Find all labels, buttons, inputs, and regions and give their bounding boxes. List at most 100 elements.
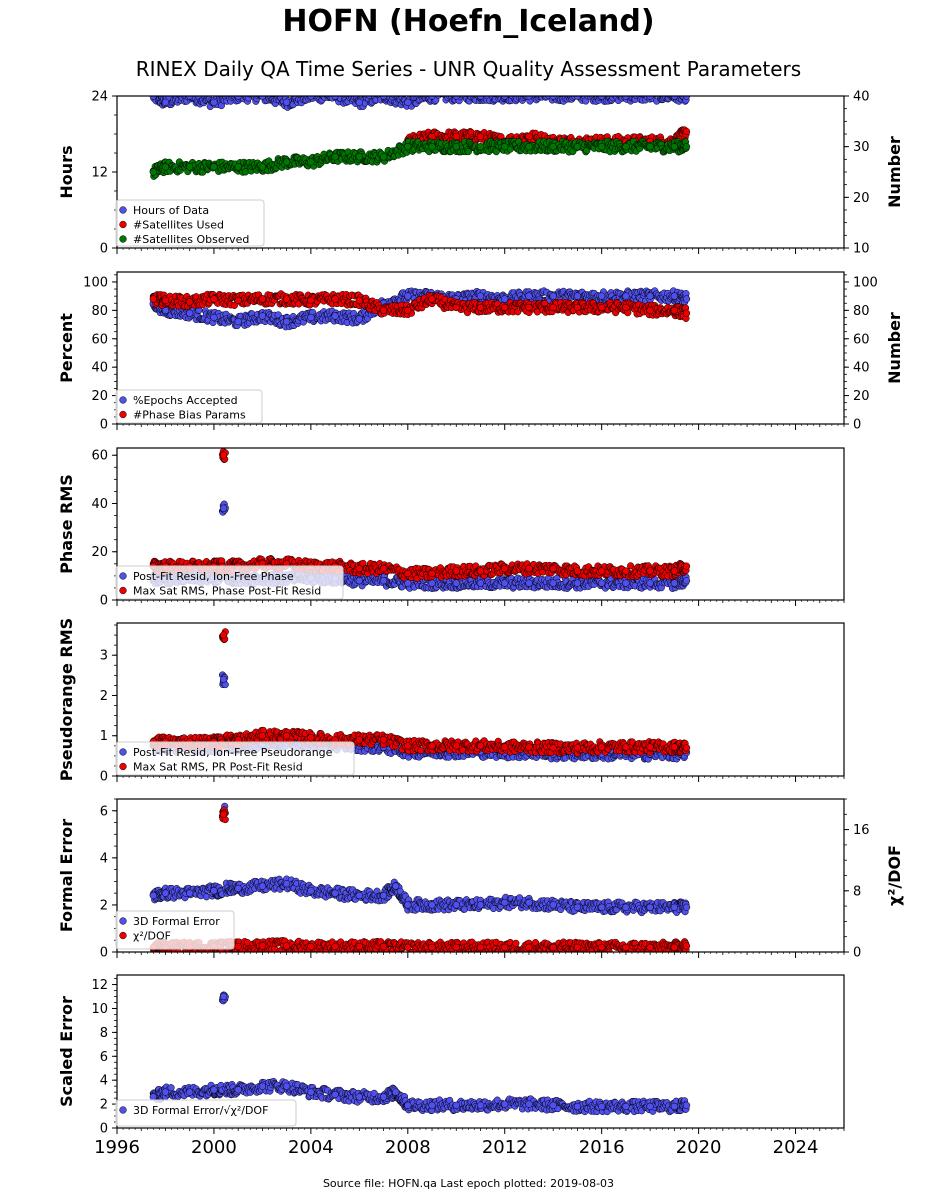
data-point [274,311,282,319]
data-point [646,143,654,151]
data-point [161,163,170,171]
y-tick-label: 80 [91,304,108,319]
data-point [186,96,194,100]
data-point [260,89,267,96]
data-point [517,88,524,95]
data-point [563,89,570,96]
data-point [611,88,618,95]
data-point [598,303,606,312]
y-axis-label: Hours [57,145,76,198]
data-point [355,564,363,573]
data-point [258,312,267,320]
data-point [452,579,460,587]
series-2 [149,448,691,582]
y-tick-label: 100 [83,275,108,290]
y-tick-label: 0 [100,242,108,257]
data-point [476,292,485,300]
data-point [640,96,644,97]
data-point [239,96,243,97]
data-point [452,303,460,312]
legend: %Epochs Accepted#Phase Bias Params [115,389,263,424]
data-point [307,96,315,100]
data-point [282,295,291,303]
data-point [303,96,306,97]
data-point [476,96,485,100]
data-point [621,96,625,97]
legend-marker [119,235,127,243]
data-point [501,303,509,312]
data-point [452,143,460,151]
data-point [258,96,267,100]
data-point [355,296,363,305]
data-point [452,96,460,100]
data-point [602,89,609,96]
y-tick-label: 40 [91,497,108,512]
data-point [635,96,639,97]
data-point [310,96,313,97]
data-point [258,295,267,303]
data-point [587,96,591,97]
data-point [149,168,157,176]
y2-tick-label: 10 [853,242,870,257]
data-point [428,295,436,303]
data-point [573,579,582,587]
data-point [510,88,517,95]
data-point [210,313,218,322]
legend-entry: Post-Fit Resid, Ion-Free Phase [133,570,294,583]
data-point [682,295,691,303]
data-point [496,96,499,97]
legend-marker [119,572,127,580]
data-point [151,88,158,95]
data-point [428,96,436,100]
data-point [234,318,242,326]
data-point [355,98,363,106]
data-point [565,88,572,95]
data-point [646,567,654,575]
data-point [600,96,605,97]
data-point [149,96,157,100]
data-point [355,577,363,585]
data-point [438,96,443,97]
y2-tick-label: 100 [853,275,878,290]
data-point [330,88,337,95]
data-point [501,96,509,100]
y-tick-label: 60 [91,332,108,347]
data-point [428,579,436,587]
legend-box [115,389,263,424]
y-tick-label: 20 [91,545,108,560]
data-point [436,96,440,97]
data-point [650,88,657,95]
series-3 [149,137,691,180]
legend-entry: Max Sat RMS, Phase Post-Fit Resid [133,585,321,598]
data-point [646,292,654,300]
data-point [428,569,436,578]
data-point [452,132,460,141]
figure-subtitle: RINEX Daily QA Time Series - UNR Quality… [135,57,802,81]
data-point [404,292,412,300]
data-point [161,296,170,305]
data-point [379,96,384,97]
data-point [546,96,549,97]
data-point [210,98,218,106]
data-point [652,89,659,96]
data-point [655,87,662,94]
data-point [525,579,533,587]
data-point [678,89,685,96]
data-point [525,143,533,151]
data-point [501,143,509,151]
data-point [249,96,253,97]
data-point [648,89,655,96]
data-point [307,296,315,305]
data-point [428,143,436,151]
data-point [635,89,642,96]
data-point [355,153,363,161]
data-point [234,96,242,100]
data-point [672,88,679,95]
data-point [598,292,606,300]
data-point [573,303,582,312]
data-point [460,88,467,95]
data-point [682,143,691,151]
data-point [404,569,412,578]
